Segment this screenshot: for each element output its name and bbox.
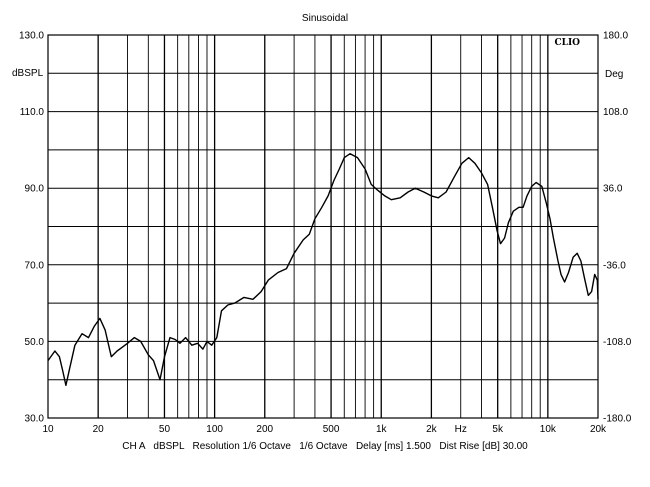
right-axis: 180.0 108.0 36.0 -36.0 -108.0 -180.0: [603, 31, 632, 425]
chart-title: Sinusoidal: [302, 13, 348, 24]
y-tick-label: 30.0: [25, 414, 45, 425]
x-tick-label: 50: [159, 424, 171, 435]
grid-lines: [47, 34, 599, 419]
x-tick-label: 20: [93, 424, 105, 435]
y2-tick-label: 180.0: [603, 31, 628, 42]
y-tick-label: 110.0: [20, 107, 45, 118]
x-tick-label: 2k: [426, 424, 438, 435]
footer-delay: Delay [ms] 1.500: [355, 441, 431, 452]
plot-area: [47, 152, 599, 387]
y2-tick-label: 36.0: [603, 184, 623, 195]
x-tick-label: Hz: [455, 424, 467, 435]
y2-tick-label: 108.0: [603, 107, 628, 118]
footer-unit: dBSPL: [153, 441, 185, 452]
y2-tick-label: -36.0: [603, 260, 626, 271]
x-tick-label: 10: [42, 424, 54, 435]
y2-tick-label: -108.0: [603, 337, 632, 348]
footer-dist-rise: Dist Rise [dB] 30.00: [439, 441, 528, 452]
x-tick-label: 100: [206, 424, 223, 435]
y2-tick-label: -180.0: [603, 414, 632, 425]
clio-brand-label: CLIO: [554, 38, 580, 48]
x-tick-label: 10k: [540, 424, 557, 435]
x-tick-label: 5k: [492, 424, 504, 435]
footer-smoothing: 1/6 Octave: [299, 441, 348, 452]
right-axis-unit: Deg: [605, 69, 623, 80]
measurement-footer: CH A dBSPL Resolution 1/6 Octave 1/6 Oct…: [0, 441, 650, 452]
spl-response-line: [47, 152, 599, 387]
x-tick-label: 200: [256, 424, 273, 435]
x-axis: 10 20 50 100 200 500 1k 2k Hz 5k 10k 20k: [42, 424, 607, 435]
footer-channel: CH A: [122, 441, 146, 452]
x-tick-label: 20k: [590, 424, 607, 435]
x-tick-label: 500: [323, 424, 340, 435]
y-tick-label: 90.0: [25, 184, 45, 195]
x-tick-label: 1k: [376, 424, 388, 435]
y-tick-label: 70.0: [25, 260, 45, 271]
left-axis: 130.0 110.0 90.0 70.0 50.0 30.0: [19, 31, 44, 425]
footer-resolution: Resolution 1/6 Octave: [192, 441, 291, 452]
left-axis-unit: dBSPL: [12, 68, 44, 79]
y-tick-label: 50.0: [25, 337, 45, 348]
y-tick-label: 130.0: [19, 31, 44, 42]
